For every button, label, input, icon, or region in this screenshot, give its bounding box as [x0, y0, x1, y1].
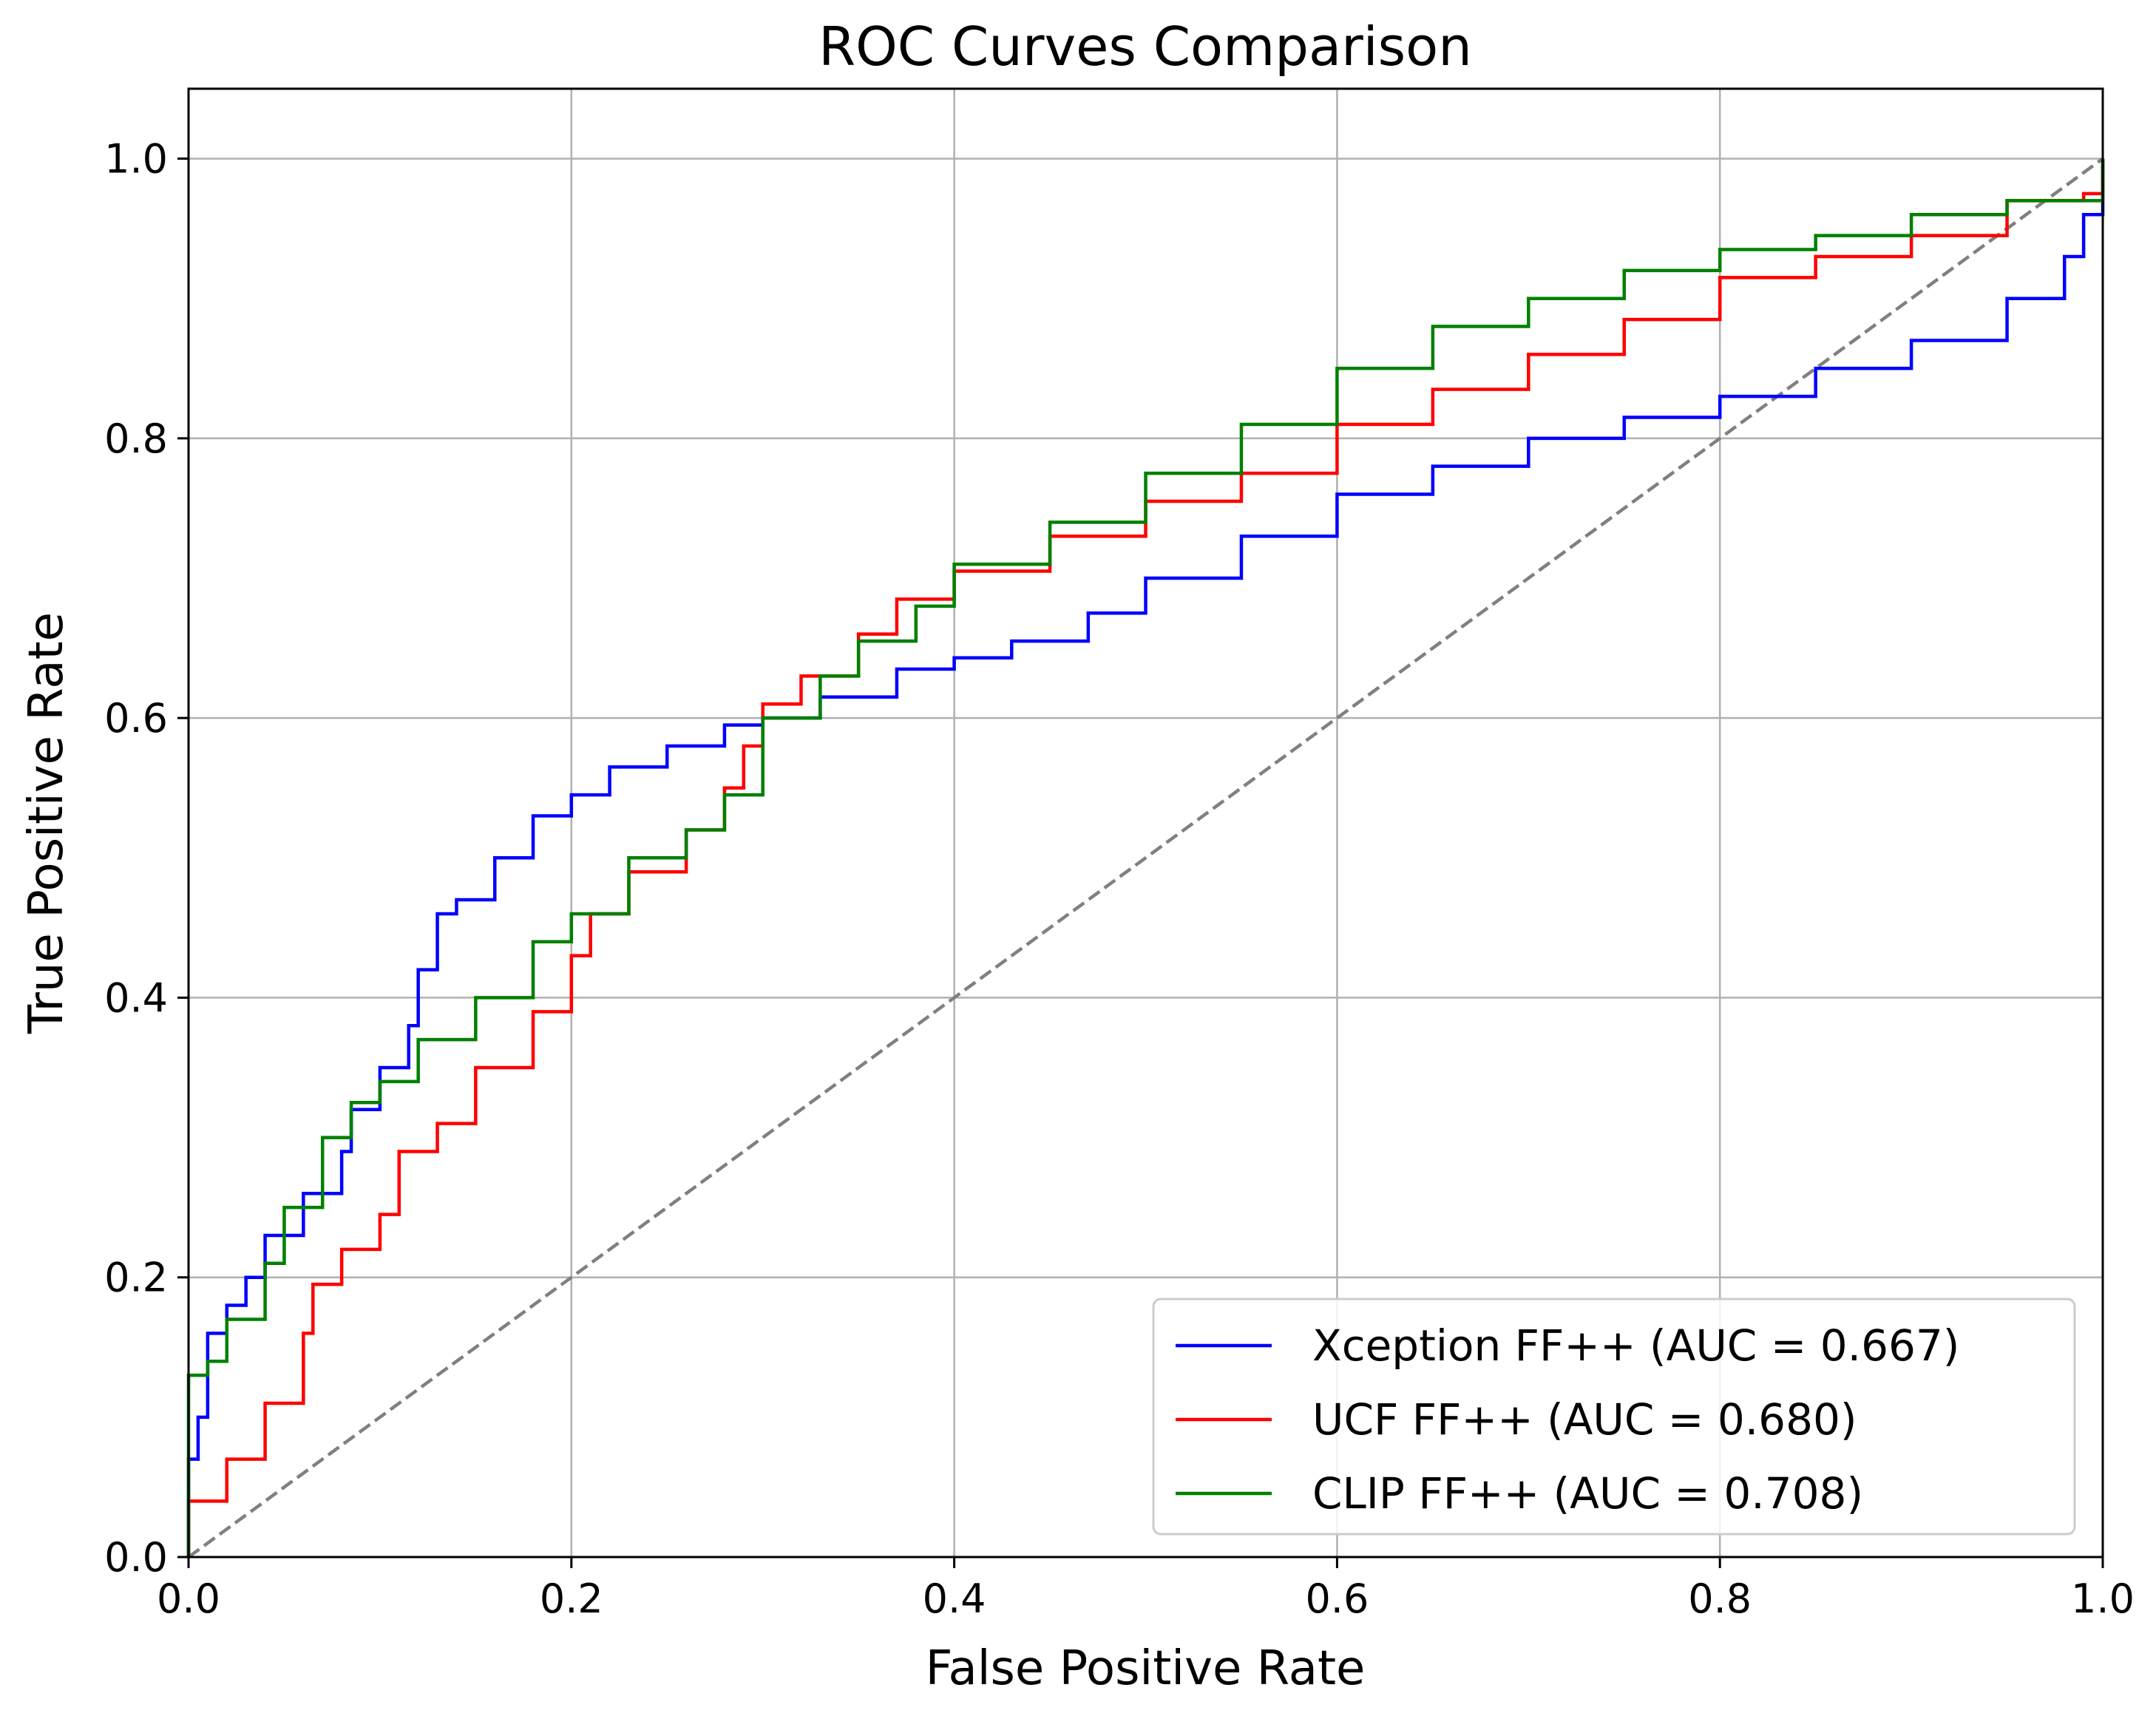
x-tick-label: 0.8	[1688, 1576, 1752, 1622]
x-tick-label: 0.0	[157, 1576, 220, 1622]
x-axis-label: False Positive Rate	[926, 1641, 1366, 1696]
y-tick-label: 0.6	[104, 695, 168, 742]
y-tick-label: 1.0	[104, 136, 168, 183]
legend-label: Xception FF++ (AUC = 0.667)	[1312, 1320, 1959, 1371]
y-tick-label: 0.2	[104, 1255, 168, 1301]
roc-curve-3	[186, 158, 2105, 1557]
roc-curve-1	[186, 158, 2105, 1557]
x-tick-label: 1.0	[2071, 1576, 2135, 1622]
chart-title: ROC Curves Comparison	[818, 16, 1472, 78]
ticks: 0.0 0.2 0.4 0.6 0.8 1.0 0.0 0.2 0.4 0.6 0.8 1.0	[104, 136, 2135, 1622]
x-tick-label: 0.6	[1305, 1576, 1369, 1622]
y-tick-label: 0.4	[104, 974, 168, 1021]
y-tick-label: 0.8	[104, 416, 168, 462]
legend-label: UCF FF++ (AUC = 0.680)	[1312, 1394, 1857, 1445]
legend-box	[1152, 1298, 2076, 1536]
series-lines	[186, 157, 2105, 1559]
plot-frame	[187, 87, 2104, 1559]
chance-line	[187, 157, 2104, 1559]
x-tick-label: 0.4	[923, 1576, 986, 1622]
x-tick-label: 0.2	[540, 1576, 603, 1622]
legend: Xception FF++ (AUC = 0.667) UCF FF++ (AUC…	[1152, 1298, 2076, 1536]
y-tick-label: 0.0	[104, 1534, 168, 1581]
legend-label: CLIP FF++ (AUC = 0.708)	[1312, 1468, 1863, 1519]
y-axis-label: True Positive Rate	[19, 612, 74, 1034]
